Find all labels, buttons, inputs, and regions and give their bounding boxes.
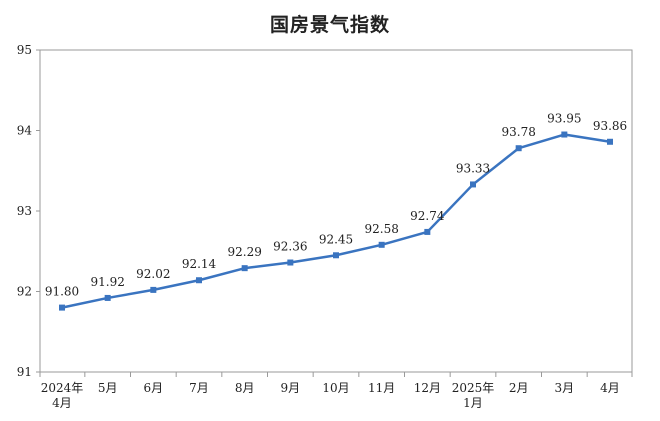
x-tick-label: 2025年 1月 <box>452 381 495 410</box>
data-point <box>287 259 294 266</box>
data-point <box>196 277 202 284</box>
y-tick-label: 93 <box>17 204 32 218</box>
data-point <box>333 252 339 259</box>
data-label: 91.92 <box>90 275 124 289</box>
data-label: 92.74 <box>410 209 445 223</box>
y-axis-ticks: 91 92 93 94 95 <box>17 43 40 379</box>
y-tick-label: 91 <box>17 365 32 379</box>
data-point <box>515 145 522 152</box>
x-tick-label: 10月 <box>322 381 349 395</box>
x-tick-label: 12月 <box>414 381 441 395</box>
data-point <box>424 228 431 235</box>
x-tick-label: 5月 <box>98 381 118 395</box>
data-label: 92.58 <box>364 222 398 236</box>
x-tick-label: 3月 <box>555 381 575 395</box>
data-label: 92.02 <box>136 267 170 281</box>
data-label: 92.36 <box>273 240 307 254</box>
data-label: 92.45 <box>319 232 353 246</box>
series <box>59 131 613 311</box>
series-line <box>61 133 611 309</box>
data-label: 93.86 <box>593 119 627 133</box>
data-label: 93.33 <box>456 161 490 175</box>
x-tick-label: 11月 <box>368 381 395 395</box>
data-point <box>561 131 568 138</box>
data-point <box>104 294 111 301</box>
plot-frame <box>39 49 633 373</box>
x-tick-label: 2024年 4月 <box>41 381 84 410</box>
data-point <box>607 138 613 145</box>
x-axis-ticks: 2024年 4月 5月 6月 7月 8月 9月 10月 11月 12月 2025年 1月 2月 3月 4月 <box>39 372 633 410</box>
x-tick-label: 7月 <box>189 381 209 395</box>
data-point <box>241 265 248 272</box>
axes <box>39 49 633 373</box>
x-tick-label: 6月 <box>144 381 164 395</box>
chart-title: 国房景气指数 <box>269 14 390 36</box>
data-point <box>470 181 476 188</box>
data-label: 92.29 <box>227 245 261 259</box>
x-tick-label: 4月 <box>600 381 620 395</box>
data-point <box>59 304 65 311</box>
data-label: 93.95 <box>547 112 581 126</box>
y-tick-label: 95 <box>17 43 32 57</box>
x-tick-label: 9月 <box>281 381 301 395</box>
y-tick-label: 92 <box>17 285 32 299</box>
data-labels: 91.80 91.92 92.02 92.14 92.29 92.36 92.45 92.58… <box>45 112 627 299</box>
x-tick-label: 8月 <box>235 381 255 395</box>
data-label: 92.14 <box>182 257 217 271</box>
y-tick-label: 94 <box>17 124 33 138</box>
x-tick-label: 2月 <box>509 381 529 395</box>
data-label: 91.80 <box>45 285 79 299</box>
data-label: 93.78 <box>501 125 535 139</box>
data-point <box>378 241 385 248</box>
data-point <box>150 286 157 293</box>
